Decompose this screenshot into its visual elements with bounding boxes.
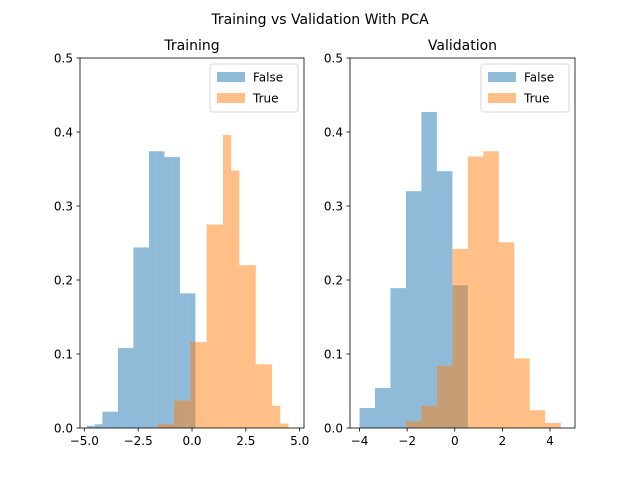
bar-true-12 [255, 364, 264, 428]
bar-true-6 [206, 224, 215, 428]
bar-false-12 [179, 293, 188, 428]
bar-false-3 [405, 191, 422, 428]
training-histogram-panel: −5.0 −2.5 0.0 2.5 5.0 0.0 0.1 0.2 0.3 0.4 0.5 Train… [54, 38, 309, 448]
y-tick-label: 0.5 [324, 52, 343, 66]
x-tick-label: −2 [398, 434, 416, 448]
legend-label-true: True [252, 92, 279, 106]
bar-true-3 [182, 400, 191, 428]
x-tick-label: −4 [351, 434, 369, 448]
series-false [86, 151, 196, 429]
bar-false-5 [436, 171, 453, 428]
bar-false-5 [125, 348, 134, 428]
y-tick-label: 0.2 [54, 274, 73, 288]
bar-false-0 [86, 425, 95, 428]
bar-true-4 [190, 342, 199, 428]
y-tick-label: 0.4 [324, 126, 343, 140]
legend-swatch-false [488, 72, 516, 82]
legend-swatch-true [217, 93, 245, 103]
y-tick-label: 0.1 [324, 348, 343, 362]
series-false [359, 112, 468, 429]
bar-true-8 [529, 410, 546, 428]
x-tick-label: 0 [451, 434, 459, 448]
legend: False True [480, 63, 570, 113]
x-tick-label: 2 [499, 434, 507, 448]
panel-title: Validation [428, 38, 497, 54]
x-tick-label: 0.0 [182, 434, 201, 448]
y-tick-label: 0.3 [54, 200, 73, 214]
bar-false-7 [141, 247, 149, 428]
validation-histogram-panel: −4 −2 0 2 4 0.0 0.1 0.2 0.3 0.4 0.5 Validation False… [324, 38, 576, 448]
series-true [157, 134, 289, 429]
bar-false-4 [421, 112, 437, 429]
bar-false-1 [375, 388, 391, 428]
bar-false-2 [390, 288, 406, 428]
bar-false-9 [156, 151, 165, 429]
bar-true-11 [247, 265, 256, 428]
legend-label-false: False [253, 71, 283, 85]
y-tick-label: 0.3 [324, 200, 343, 214]
x-tick-label: 5.0 [290, 434, 309, 448]
y-tick-label: 0.5 [54, 52, 73, 66]
legend-label-false: False [524, 71, 554, 85]
bar-true-5 [483, 151, 499, 429]
bar-true-14 [272, 405, 281, 428]
legend-label-true: True [523, 92, 550, 106]
legend: False True [209, 63, 299, 113]
x-tick-label: 4 [546, 434, 554, 448]
bar-false-1 [94, 424, 103, 428]
y-tick-label: 0.0 [324, 422, 343, 436]
bar-true-10 [239, 265, 248, 428]
bar-true-15 [280, 423, 289, 428]
bar-false-6 [133, 247, 142, 428]
axes-frame [349, 57, 576, 429]
bar-true-6 [498, 242, 515, 428]
bar-true-3 [452, 248, 468, 428]
bar-true-0 [405, 421, 422, 428]
y-tick-label: 0.2 [324, 274, 343, 288]
y-tick-label: 0.1 [54, 348, 73, 362]
legend-swatch-true [488, 93, 516, 103]
bar-false-10 [164, 157, 173, 428]
bar-false-3 [110, 411, 118, 428]
x-tick-label: −2.5 [124, 434, 153, 448]
figure-suptitle: Training vs Validation With PCA [210, 12, 429, 28]
x-tick-label: −5.0 [70, 434, 99, 448]
y-tick-label: 0.4 [54, 126, 73, 140]
bar-true-9 [231, 170, 240, 429]
bar-true-7 [514, 358, 530, 428]
series-true [405, 151, 561, 429]
legend-swatch-false [217, 72, 245, 82]
bar-true-9 [545, 422, 561, 428]
y-tick-label: 0.0 [54, 422, 73, 436]
bar-false-11 [172, 157, 180, 428]
bar-true-2 [436, 365, 453, 428]
bar-true-7 [214, 224, 224, 428]
panel-title: Training [163, 38, 219, 54]
bar-true-1 [165, 424, 174, 428]
bar-true-4 [467, 156, 484, 429]
bar-true-2 [173, 400, 183, 428]
bar-true-0 [157, 424, 166, 428]
bar-false-0 [359, 408, 375, 428]
bar-true-5 [198, 342, 207, 428]
bar-true-8 [223, 134, 232, 428]
bar-false-8 [148, 151, 157, 429]
bar-false-4 [117, 348, 126, 428]
bar-true-1 [421, 405, 437, 428]
x-tick-label: 2.5 [236, 434, 255, 448]
bar-true-13 [263, 364, 273, 428]
bar-false-2 [102, 411, 111, 428]
